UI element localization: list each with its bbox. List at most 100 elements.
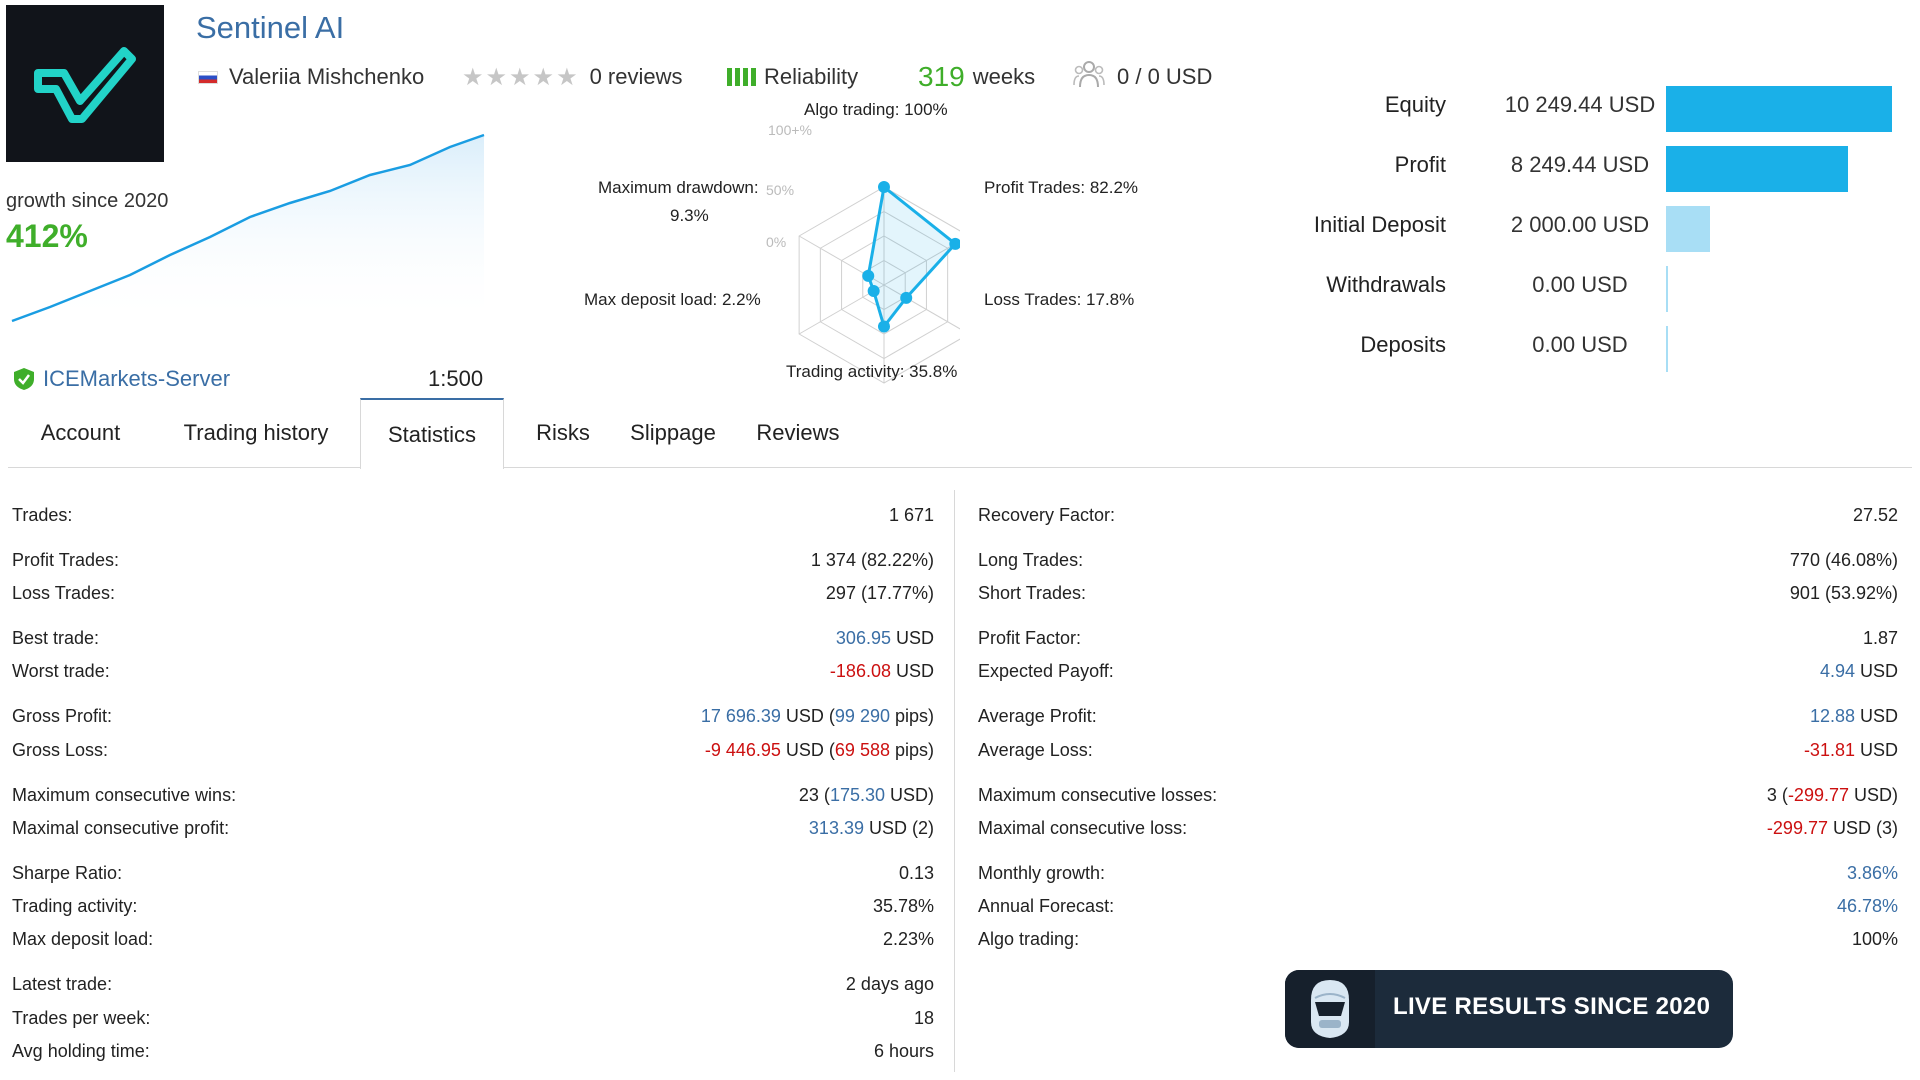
radar-label-profit: Profit Trades: 82.2% xyxy=(984,178,1139,197)
subscribers-indicator: 0 / 0 USD xyxy=(1073,59,1212,95)
ring-0-label: 0% xyxy=(766,234,786,250)
radar-point xyxy=(862,269,875,282)
stat-value: 770 (46.08%) xyxy=(1789,550,1898,570)
rating-stars-icon: ★★★★★ xyxy=(462,63,580,91)
stat-value: 27.52 xyxy=(1852,505,1898,525)
stat-value-group: 901 (53.92%) xyxy=(1790,583,1898,604)
stat-label: Recovery Factor: xyxy=(978,505,1116,525)
growth-label: growth since 2020 xyxy=(6,190,169,212)
stat-row: Profit Factor: 1.87 xyxy=(978,628,1898,652)
weeks-indicator: 319 weeks xyxy=(918,61,1035,92)
strategy-title[interactable]: Sentinel AI xyxy=(196,10,345,45)
stat-value-group: 0.13 xyxy=(899,863,934,884)
balance-value: 2 000.00 USD xyxy=(1510,212,1650,237)
stat-value-unit: USD (2) xyxy=(863,818,934,838)
stat-value-number: 17 696.39 xyxy=(700,706,781,726)
balance-bar-track xyxy=(1666,266,1896,312)
stat-value-group: 100% xyxy=(1852,929,1898,950)
stat-value: 100% xyxy=(1851,929,1898,949)
stat-value-unit: USD xyxy=(1854,706,1898,726)
stat-label: Gross Loss: xyxy=(12,740,109,760)
balance-label: Withdrawals xyxy=(1326,272,1446,297)
tab-trading-history[interactable]: Trading history xyxy=(183,420,329,445)
stat-value: 0.13 xyxy=(898,863,934,883)
stat-value-group: 4.94 USD xyxy=(1820,661,1898,682)
balance-value: 10 249.44 USD xyxy=(1504,92,1656,117)
stat-label: Max deposit load: xyxy=(12,929,154,949)
stat-label: Gross Profit: xyxy=(12,706,113,726)
stat-value-number: 12.88 xyxy=(1809,706,1855,726)
stat-row: Recovery Factor: 27.52 xyxy=(978,505,1898,529)
stat-label: Annual Forecast: xyxy=(978,896,1115,916)
stat-row: Average Loss: -31.81 USD xyxy=(978,740,1898,764)
radar-axis xyxy=(883,284,960,330)
stat-row: Algo trading: 100% xyxy=(978,929,1898,953)
tab-bar: Account Trading history Statistics Risks Sli… xyxy=(8,398,1912,469)
russia-flag-icon xyxy=(198,70,218,84)
server-name[interactable]: ICEMarkets-Server xyxy=(43,366,231,391)
stat-value-group: 1 671 xyxy=(889,505,934,526)
radar-point xyxy=(878,320,890,333)
subscribers-icon xyxy=(1073,59,1105,95)
author[interactable]: Valeriia Mishchenko xyxy=(198,62,424,92)
tab-reviews[interactable]: Reviews xyxy=(756,420,840,445)
stat-value-number: -299.77 xyxy=(1766,818,1828,838)
balance-row: Profit 8 249.44 USD xyxy=(1240,146,1890,192)
server-info[interactable]: ICEMarkets-Server xyxy=(12,366,230,392)
stat-value-unit: USD xyxy=(890,628,934,648)
balance-row: Initial Deposit 2 000.00 USD xyxy=(1240,206,1890,252)
stat-label: Short Trades: xyxy=(978,583,1087,603)
radar-grid xyxy=(798,186,960,384)
balance-bar-track xyxy=(1666,86,1896,132)
verified-shield-icon xyxy=(14,368,34,390)
stat-value-group: -299.77 USD (3) xyxy=(1767,818,1898,839)
stat-value-number: -31.81 xyxy=(1803,740,1855,760)
stat-row: Sharpe Ratio: 0.13 xyxy=(12,863,934,887)
balance-label: Profit xyxy=(1394,152,1446,177)
stat-row: Monthly growth: 3.86% xyxy=(978,863,1898,887)
stat-label: Worst trade: xyxy=(12,661,110,681)
balance-row: Equity 10 249.44 USD xyxy=(1240,86,1892,132)
stat-row: Trades: 1 671 xyxy=(12,505,934,529)
reliability-indicator: Reliability xyxy=(727,62,858,92)
balance-label: Equity xyxy=(1384,92,1446,117)
stat-row: Expected Payoff: 4.94 USD xyxy=(978,661,1898,685)
balance-label: Deposits xyxy=(1360,332,1446,357)
radar-label-activity: Trading activity: 35.8% xyxy=(786,362,958,381)
radar-point xyxy=(867,284,880,297)
radar-value-drawdown: 9.3% xyxy=(670,206,709,225)
tab-slippage[interactable]: Slippage xyxy=(630,420,716,445)
stat-value-unit: USD (3) xyxy=(1827,818,1898,838)
stat-row: Avg holding time: 6 hours xyxy=(12,1041,934,1065)
reviews-summary[interactable]: ★★★★★ 0 reviews xyxy=(462,62,683,92)
reviews-count[interactable]: 0 reviews xyxy=(589,64,683,89)
stat-label: Loss Trades: xyxy=(12,583,116,603)
balance-bar-fill xyxy=(1666,86,1892,132)
stat-label: Expected Payoff: xyxy=(978,661,1114,681)
stat-value-unit: USD xyxy=(1854,740,1898,760)
author-name[interactable]: Valeriia Mishchenko xyxy=(229,64,425,89)
stat-row: Annual Forecast: 46.78% xyxy=(978,896,1898,920)
stat-row: Gross Profit: 17 696.39 USD (99 290 pips) xyxy=(12,706,934,730)
tab-account[interactable]: Account xyxy=(40,420,121,445)
column-divider xyxy=(954,490,955,1072)
balance-bar-fill xyxy=(1666,326,1668,372)
stat-value-group: 1.87 xyxy=(1863,628,1898,649)
stat-value-number: -186.08 xyxy=(829,661,891,681)
stat-label: Profit Factor: xyxy=(978,628,1082,648)
tab-statistics[interactable]: Statistics xyxy=(360,398,504,469)
stat-label: Sharpe Ratio: xyxy=(12,863,123,883)
stat-label: Maximum consecutive losses: xyxy=(978,785,1218,805)
stat-value-pips: 69 588 xyxy=(834,740,890,760)
stat-row: Trades per week: 18 xyxy=(12,1008,934,1032)
radar-label-algo: Algo trading: 100% xyxy=(804,100,948,119)
stat-value: 1 374 (82.22%) xyxy=(810,550,934,570)
stat-value-group: 3 (-299.77 USD) xyxy=(1767,785,1898,806)
stat-value-group: -9 446.95 USD (69 588 pips) xyxy=(705,740,934,761)
tab-risks[interactable]: Risks xyxy=(536,420,590,445)
weeks-count: 319 xyxy=(918,61,965,92)
stat-value-group: 297 (17.77%) xyxy=(826,583,934,604)
stat-value: 1.87 xyxy=(1862,628,1898,648)
stat-value: 297 (17.77%) xyxy=(825,583,934,603)
stat-value: 18 xyxy=(913,1008,934,1028)
